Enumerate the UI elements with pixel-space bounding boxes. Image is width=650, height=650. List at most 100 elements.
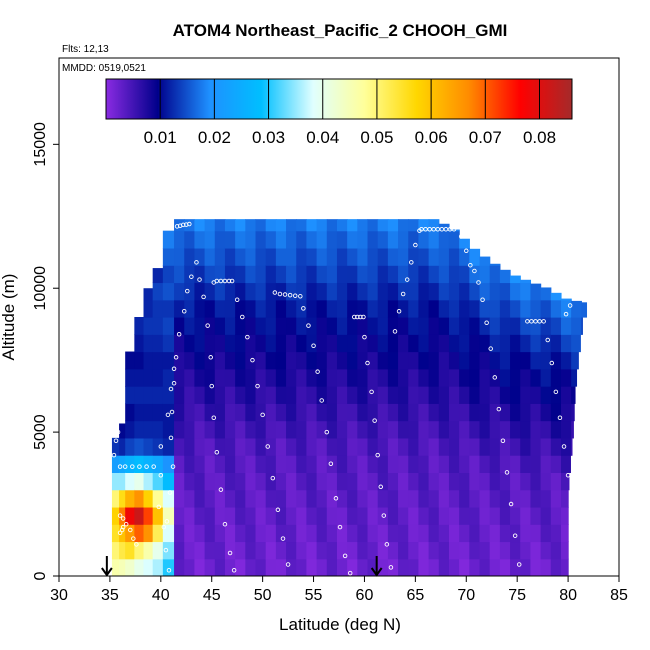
heatmap-cell <box>367 368 379 387</box>
x-tick-label: 65 <box>406 587 424 604</box>
heatmap-cell <box>224 420 236 439</box>
flight-track-point <box>472 268 477 274</box>
heatmap-cell <box>235 247 246 266</box>
heatmap-cell <box>520 489 532 508</box>
heatmap-cell <box>347 368 358 387</box>
heatmap-cell <box>265 489 277 508</box>
heatmap-cell <box>448 403 460 422</box>
heatmap-cell <box>336 541 348 560</box>
heatmap-cell <box>275 558 287 576</box>
heatmap-cell <box>125 368 135 387</box>
heatmap-cell <box>143 317 154 335</box>
heatmap-cell <box>204 437 216 456</box>
heatmap-cell <box>224 437 236 456</box>
heatmap-cell <box>347 524 358 543</box>
heatmap-cell <box>214 299 226 318</box>
heatmap-cell <box>174 489 185 508</box>
flight-track-point <box>123 521 129 527</box>
heatmap-cell <box>550 334 562 353</box>
heatmap-cell <box>459 541 470 560</box>
heatmap-cell <box>540 472 552 491</box>
flight-track-point <box>189 274 194 279</box>
heatmap-cell <box>152 386 164 404</box>
heatmap-cell <box>174 351 185 370</box>
heatmap-cell <box>408 299 420 318</box>
heatmap-cell <box>286 455 297 473</box>
heatmap-cell <box>408 368 420 387</box>
heatmap-cell <box>214 403 226 422</box>
heatmap-cell <box>520 279 532 284</box>
heatmap-cell <box>143 455 154 473</box>
heatmap-cell <box>316 334 328 353</box>
heatmap-cell <box>162 351 175 370</box>
flight-track-point <box>287 292 293 298</box>
flight-track-point <box>226 278 232 284</box>
heatmap-cell <box>479 455 491 473</box>
heatmap-cell <box>152 351 164 370</box>
flight-track-point <box>358 314 363 320</box>
heatmap-cell <box>347 386 358 404</box>
heatmap-cell <box>275 230 287 249</box>
heatmap-cell <box>162 299 175 318</box>
heatmap-cell <box>387 489 399 508</box>
heatmap-cell <box>152 282 164 301</box>
heatmap-cell <box>326 351 338 370</box>
heatmap-cell <box>255 472 267 491</box>
flight-track-point <box>324 429 330 435</box>
flight-track-point <box>180 222 186 228</box>
heatmap-cell <box>367 506 379 525</box>
flight-track-point <box>208 355 213 360</box>
heatmap-cell <box>286 247 297 266</box>
heatmap-cell <box>143 351 154 370</box>
heatmap-cell <box>255 386 267 404</box>
heatmap-cell <box>377 541 389 560</box>
heatmap-cell <box>387 299 399 318</box>
heatmap-cell <box>550 351 562 370</box>
colorbar-ticks: 0.01 0.02 0.03 0.04 0.05 0.06 0.07 0.08 <box>144 79 556 147</box>
heatmap-cell <box>418 247 430 266</box>
heatmap-cell <box>245 455 257 473</box>
flight-track-point <box>464 248 469 254</box>
heatmap-cell <box>387 334 399 353</box>
heatmap-cell <box>377 403 389 422</box>
heatmap-cell <box>306 334 318 353</box>
heatmap-cell <box>152 455 164 473</box>
heatmap-cell <box>377 386 389 404</box>
heatmap-cell <box>479 299 491 318</box>
heatmap-cell <box>571 351 579 370</box>
heatmap-cell <box>306 524 318 543</box>
heatmap-cell <box>560 558 569 576</box>
heatmap-cell <box>336 334 348 353</box>
heatmap-cell <box>235 506 246 525</box>
heatmap-cell <box>499 368 511 387</box>
heatmap-cell <box>367 282 379 301</box>
heatmap-cell <box>336 506 348 525</box>
heatmap-cell <box>398 351 409 370</box>
heatmap-cell <box>520 299 532 318</box>
heatmap-cell <box>448 334 460 353</box>
heatmap-cell <box>275 455 287 473</box>
heatmap-cell <box>438 282 450 301</box>
heatmap-cell <box>571 386 576 404</box>
heatmap-cell <box>275 506 287 525</box>
heatmap-cell <box>326 420 338 439</box>
heatmap-cell <box>347 230 358 249</box>
heatmap-cell <box>438 299 450 318</box>
heatmap-cell <box>326 334 338 353</box>
heatmap-cell <box>125 437 135 456</box>
heatmap-cell <box>489 265 501 284</box>
heatmap-cell <box>125 472 135 491</box>
heatmap-cell <box>235 524 246 543</box>
heatmap-cell <box>560 524 569 543</box>
heatmap-cell <box>162 489 175 508</box>
heatmap-cell <box>111 524 120 543</box>
plot-frame <box>58 57 620 577</box>
heatmap-cell <box>194 437 206 456</box>
heatmap-cell <box>560 437 572 456</box>
heatmap-cell <box>204 265 216 284</box>
flight-track-point <box>211 415 217 420</box>
heatmap-cell <box>224 403 236 422</box>
flight-track-point <box>201 294 206 300</box>
heatmap-cell <box>459 317 470 335</box>
heatmap-cell <box>255 334 267 353</box>
